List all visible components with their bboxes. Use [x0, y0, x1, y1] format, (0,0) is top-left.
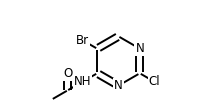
Text: NH: NH — [74, 75, 91, 88]
Text: N: N — [135, 42, 144, 55]
Text: N: N — [114, 79, 123, 92]
Text: Br: Br — [76, 34, 89, 47]
Text: Cl: Cl — [149, 75, 161, 88]
Text: O: O — [63, 67, 72, 80]
